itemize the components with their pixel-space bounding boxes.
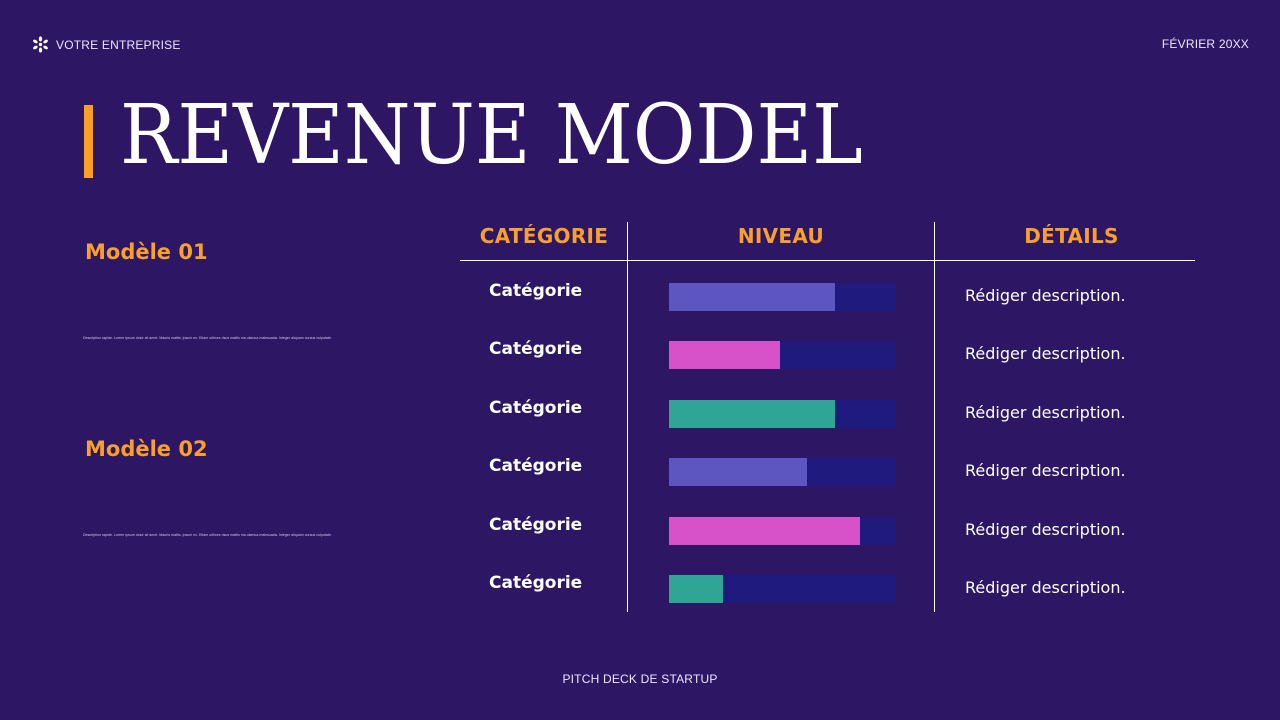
category-label: Catégorie <box>489 398 583 418</box>
detail-label: Rédiger description. <box>965 578 1126 597</box>
category-label: Catégorie <box>489 339 583 359</box>
model-02-description: Description rapide. Lorem ipsum dolor si… <box>83 533 332 537</box>
title-accent-bar <box>84 105 93 178</box>
level-bar-track <box>669 458 896 486</box>
level-bar-track <box>669 575 896 603</box>
detail-label: Rédiger description. <box>965 286 1126 305</box>
detail-label: Rédiger description. <box>965 461 1126 480</box>
level-bar-track <box>669 400 896 428</box>
header-divider <box>460 260 1195 261</box>
footer-label: PITCH DECK DE STARTUP <box>562 672 718 686</box>
category-label: Catégorie <box>489 456 583 476</box>
model-01-description: Description rapide. Lorem ipsum dolor si… <box>83 336 332 340</box>
category-label: Catégorie <box>489 515 583 535</box>
level-bar-track <box>669 517 896 545</box>
level-bar-fill <box>669 400 835 428</box>
column-header-level: NIVEAU <box>737 224 825 248</box>
level-bar-fill <box>669 575 724 603</box>
column-header-category: CATÉGORIE <box>479 224 609 248</box>
table-row: Catégorie Rédiger description. <box>460 339 1195 369</box>
table-row: Catégorie Rédiger description. <box>460 456 1195 486</box>
detail-label: Rédiger description. <box>965 344 1126 363</box>
asterisk-flower-icon <box>33 36 48 53</box>
level-bar-fill <box>669 341 781 369</box>
level-bar-fill <box>669 517 860 545</box>
company-brand: VOTRE ENTREPRISE <box>32 36 181 53</box>
table-row: Catégorie Rédiger description. <box>460 573 1195 603</box>
table-row: Catégorie Rédiger description. <box>460 281 1195 311</box>
level-bar-fill <box>669 283 835 311</box>
column-header-details: DÉTAILS <box>1024 224 1119 248</box>
level-bar-fill <box>669 458 808 486</box>
column-divider <box>627 222 628 612</box>
model-02-heading: Modèle 02 <box>85 437 208 461</box>
page-title: REVENUE MODEL <box>120 88 863 183</box>
model-01-heading: Modèle 01 <box>85 240 208 264</box>
column-divider <box>934 222 935 612</box>
detail-label: Rédiger description. <box>965 403 1126 422</box>
date-label: FÉVRIER 20XX <box>1161 37 1249 51</box>
company-name: VOTRE ENTREPRISE <box>56 37 181 52</box>
table-row: Catégorie Rédiger description. <box>460 515 1195 545</box>
table-row: Catégorie Rédiger description. <box>460 398 1195 428</box>
level-bar-track <box>669 283 896 311</box>
category-label: Catégorie <box>489 281 583 301</box>
detail-label: Rédiger description. <box>965 520 1126 539</box>
level-bar-track <box>669 341 896 369</box>
category-label: Catégorie <box>489 573 583 593</box>
